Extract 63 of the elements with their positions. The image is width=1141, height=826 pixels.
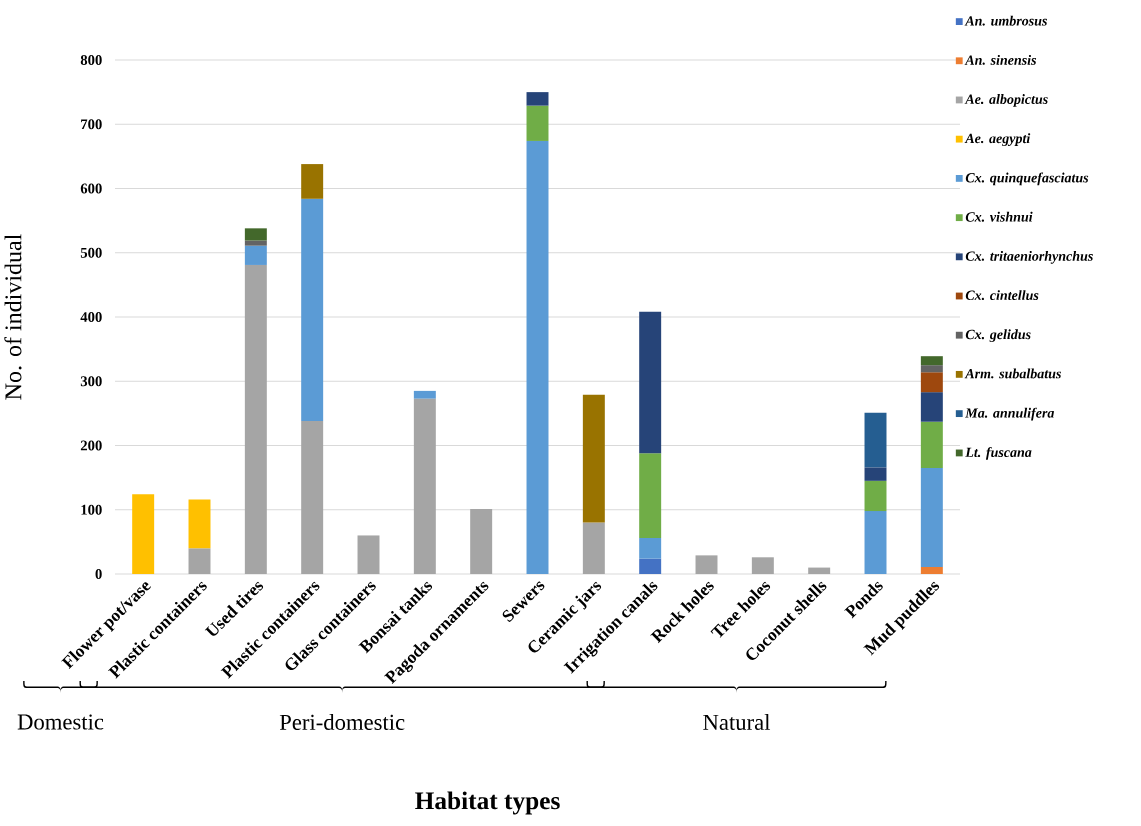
bar (526, 140, 549, 574)
bar (526, 105, 549, 141)
legend-label: Lt. fuscana (965, 447, 1032, 460)
bar (582, 522, 605, 574)
bar (413, 390, 436, 399)
y-tick-label: 0 (95, 569, 102, 579)
legend-label: Ae. albopictus (964, 94, 1048, 107)
legend-label: Ma. annulifera (965, 407, 1055, 421)
bar (188, 548, 211, 574)
bar (695, 555, 718, 574)
y-tick-label: 800 (80, 55, 102, 65)
bar (244, 245, 267, 265)
bar (413, 398, 436, 574)
bar (639, 558, 662, 574)
text: Peri-domestic (279, 714, 405, 730)
bar (864, 511, 887, 574)
x-axis-title: Habitat types (415, 791, 560, 815)
legend-label: Cx. gelidus (965, 329, 1031, 343)
bar (526, 92, 549, 106)
legend-label: Ae. aegypti (964, 133, 1031, 147)
bar (920, 392, 943, 422)
y-tick-label: 200 (80, 440, 102, 451)
bar (244, 240, 267, 246)
legend-label: An. sinensis (964, 54, 1037, 65)
legend-label: Cx. tritaeniorhynchus (965, 250, 1093, 264)
y-tick-label: 100 (81, 504, 102, 515)
bar (920, 356, 943, 366)
bar (301, 421, 324, 574)
text: Natural (703, 714, 771, 730)
y-tick-label: 400 (80, 312, 102, 322)
bar (639, 453, 662, 539)
y-tick-label: 300 (80, 376, 102, 387)
bar (470, 509, 493, 574)
legend-label: Arm. subalbatus (964, 368, 1061, 379)
bar (920, 365, 943, 373)
legend-label: Cx. quinquefasciatus (965, 172, 1089, 186)
bar (301, 164, 324, 199)
bar (920, 467, 943, 567)
y-tick-label: 500 (80, 247, 102, 258)
bar (357, 535, 380, 574)
y-tick-label: 700 (81, 119, 102, 130)
bar (864, 480, 887, 512)
bar (920, 421, 943, 468)
bar (639, 538, 662, 559)
y-axis-title: No. of individual (4, 234, 22, 400)
bar (244, 264, 267, 574)
legend-label: Cx. cintellus (965, 290, 1039, 301)
bar (639, 311, 662, 454)
bar (244, 228, 267, 241)
y-tick-label: 600 (80, 183, 102, 194)
bar (132, 494, 155, 574)
legend-label: An. umbrosus (964, 15, 1047, 26)
bar (751, 557, 774, 574)
bar (864, 467, 887, 481)
bar (920, 566, 943, 574)
text: Domestic (17, 714, 104, 730)
legend-label: Cx. vishnui (965, 211, 1033, 222)
bar (808, 567, 831, 574)
bar (864, 412, 887, 468)
bar (188, 499, 211, 549)
bar (582, 394, 605, 523)
bar (301, 198, 324, 422)
bar (920, 372, 943, 393)
